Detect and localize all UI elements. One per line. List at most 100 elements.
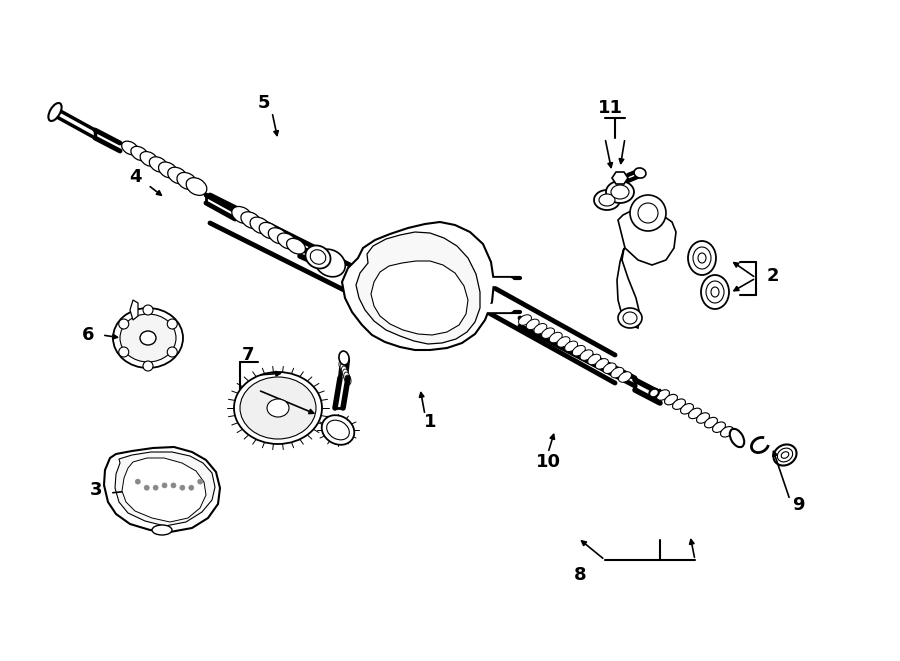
Ellipse shape [773, 444, 796, 465]
Ellipse shape [526, 319, 539, 330]
Circle shape [189, 485, 194, 490]
Ellipse shape [618, 371, 632, 382]
Text: 4: 4 [129, 168, 141, 186]
Ellipse shape [611, 185, 629, 199]
Polygon shape [356, 232, 480, 344]
Circle shape [167, 319, 177, 329]
Ellipse shape [321, 415, 355, 445]
Ellipse shape [603, 363, 616, 373]
Ellipse shape [534, 323, 547, 334]
Ellipse shape [310, 250, 326, 264]
Ellipse shape [596, 359, 608, 369]
Ellipse shape [518, 315, 532, 325]
Ellipse shape [711, 287, 719, 297]
Ellipse shape [345, 375, 351, 385]
Ellipse shape [580, 350, 593, 360]
Circle shape [162, 483, 167, 488]
Circle shape [153, 485, 158, 490]
Ellipse shape [327, 420, 349, 440]
Ellipse shape [623, 312, 637, 324]
Circle shape [630, 195, 666, 231]
Circle shape [144, 485, 149, 490]
Ellipse shape [649, 389, 659, 397]
Ellipse shape [705, 417, 717, 428]
Circle shape [638, 203, 658, 223]
Ellipse shape [339, 360, 345, 370]
Ellipse shape [241, 212, 261, 229]
Ellipse shape [113, 308, 183, 368]
Ellipse shape [721, 426, 734, 437]
Text: 1: 1 [424, 413, 436, 431]
Circle shape [143, 305, 153, 315]
Text: 9: 9 [792, 496, 805, 514]
Ellipse shape [606, 181, 634, 203]
Ellipse shape [672, 399, 686, 409]
Text: 2: 2 [767, 267, 779, 285]
Polygon shape [104, 447, 220, 532]
Ellipse shape [120, 314, 176, 362]
Ellipse shape [730, 429, 744, 447]
Ellipse shape [250, 217, 270, 234]
Ellipse shape [167, 167, 187, 184]
Polygon shape [618, 210, 676, 265]
Ellipse shape [158, 162, 177, 178]
Circle shape [143, 361, 153, 371]
Ellipse shape [778, 448, 793, 462]
Ellipse shape [656, 390, 670, 401]
Ellipse shape [697, 412, 709, 423]
Ellipse shape [701, 275, 729, 309]
Ellipse shape [664, 395, 678, 405]
Ellipse shape [130, 146, 148, 161]
Ellipse shape [634, 168, 646, 178]
Ellipse shape [315, 249, 346, 277]
Text: 3: 3 [90, 481, 103, 499]
Ellipse shape [286, 239, 305, 254]
Ellipse shape [340, 363, 346, 373]
Ellipse shape [564, 341, 578, 352]
Ellipse shape [339, 351, 349, 365]
Ellipse shape [706, 281, 724, 303]
Ellipse shape [594, 190, 620, 210]
Ellipse shape [781, 451, 788, 458]
Ellipse shape [698, 253, 706, 263]
Circle shape [167, 347, 177, 357]
Ellipse shape [305, 245, 330, 268]
Ellipse shape [693, 247, 711, 269]
Ellipse shape [688, 241, 716, 275]
Ellipse shape [186, 178, 207, 196]
Ellipse shape [140, 331, 156, 345]
Ellipse shape [618, 308, 642, 328]
Polygon shape [115, 452, 215, 526]
Ellipse shape [232, 206, 252, 223]
Ellipse shape [542, 328, 554, 338]
Ellipse shape [713, 422, 725, 432]
Text: 6: 6 [82, 326, 94, 344]
Ellipse shape [343, 369, 348, 379]
Circle shape [171, 483, 176, 488]
Ellipse shape [549, 332, 562, 343]
Ellipse shape [149, 157, 167, 173]
Polygon shape [612, 172, 628, 184]
Ellipse shape [49, 103, 61, 121]
Ellipse shape [557, 336, 570, 347]
Text: 5: 5 [257, 94, 270, 112]
Ellipse shape [572, 346, 585, 356]
Ellipse shape [267, 399, 289, 417]
Polygon shape [130, 300, 138, 320]
Ellipse shape [177, 173, 197, 190]
Ellipse shape [680, 404, 694, 414]
Text: 11: 11 [598, 99, 623, 117]
Polygon shape [371, 261, 468, 335]
Circle shape [198, 479, 202, 484]
Ellipse shape [234, 372, 322, 444]
Ellipse shape [152, 525, 172, 535]
Ellipse shape [688, 408, 701, 418]
Ellipse shape [268, 228, 288, 244]
Ellipse shape [240, 377, 316, 439]
Polygon shape [617, 248, 640, 328]
Ellipse shape [259, 223, 279, 239]
Ellipse shape [277, 233, 296, 249]
Ellipse shape [122, 141, 139, 155]
Circle shape [119, 347, 129, 357]
Ellipse shape [599, 194, 615, 206]
